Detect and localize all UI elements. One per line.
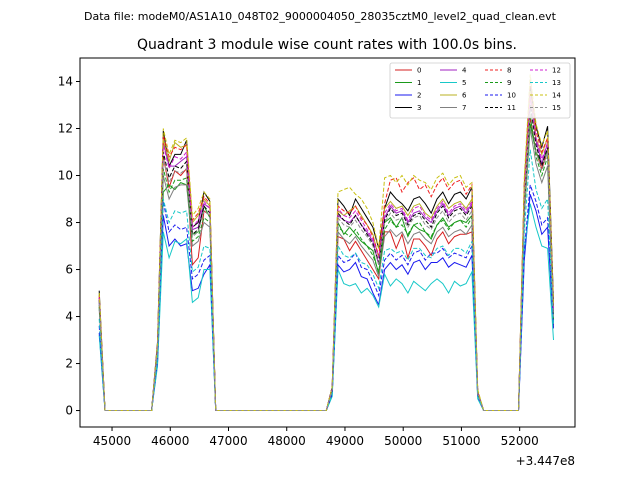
legend-label-13: 13 [552, 79, 561, 87]
y-tick-label: 12 [58, 122, 73, 136]
x-offset-label: +3.447e8 [516, 454, 575, 468]
legend-label-6: 6 [462, 92, 467, 100]
series-line-10 [98, 184, 554, 411]
legend-box [389, 62, 571, 119]
y-axis: 0 2 4 6 8 10 12 14 [58, 75, 80, 418]
axes-frame [79, 57, 576, 428]
legend-label-4: 4 [462, 67, 467, 75]
legend-label-14: 14 [552, 92, 561, 100]
legend-label-10: 10 [507, 92, 516, 100]
series-line-8 [98, 79, 554, 411]
x-tick-label: 52000 [501, 434, 539, 448]
series-line-12 [98, 95, 554, 411]
x-tick-label: 49000 [326, 434, 364, 448]
x-tick-label: 45000 [93, 434, 131, 448]
x-axis: 45000 46000 47000 48000 49000 50000 51000 52000 [93, 427, 539, 448]
series-line-14 [98, 74, 554, 411]
chart-title: Quadrant 3 module wise count rates with … [137, 37, 517, 53]
legend-label-2: 2 [417, 92, 421, 100]
legend-label-8: 8 [507, 67, 511, 75]
x-tick-label: 51000 [442, 434, 480, 448]
y-tick-label: 2 [65, 357, 73, 371]
y-tick-label: 6 [65, 263, 73, 277]
y-tick-label: 10 [58, 169, 73, 183]
series-line-4 [98, 95, 554, 411]
y-tick-label: 4 [65, 310, 73, 324]
plot-area [98, 74, 554, 411]
series-line-15 [98, 109, 554, 411]
series-line-13 [98, 149, 554, 411]
x-tick-label: 48000 [268, 434, 306, 448]
x-tick-label: 46000 [151, 434, 189, 448]
legend-label-5: 5 [462, 79, 466, 87]
legend-label-15: 15 [552, 104, 561, 112]
y-tick-label: 14 [58, 75, 73, 89]
x-tick-label: 50000 [384, 434, 422, 448]
y-tick-label: 0 [65, 404, 73, 418]
series-line-2 [98, 194, 554, 411]
figure-suptitle: Data file: modeM0/AS1A10_048T02_90000040… [84, 10, 557, 23]
legend-label-12: 12 [552, 67, 561, 75]
legend-label-7: 7 [462, 104, 466, 112]
legend-label-1: 1 [417, 79, 421, 87]
series-line-1 [98, 123, 554, 411]
legend-label-0: 0 [417, 67, 421, 75]
legend-label-3: 3 [417, 104, 421, 112]
y-tick-label: 8 [65, 216, 73, 230]
legend-label-11: 11 [507, 104, 516, 112]
x-tick-label: 47000 [209, 434, 247, 448]
legend-label-9: 9 [507, 79, 511, 87]
